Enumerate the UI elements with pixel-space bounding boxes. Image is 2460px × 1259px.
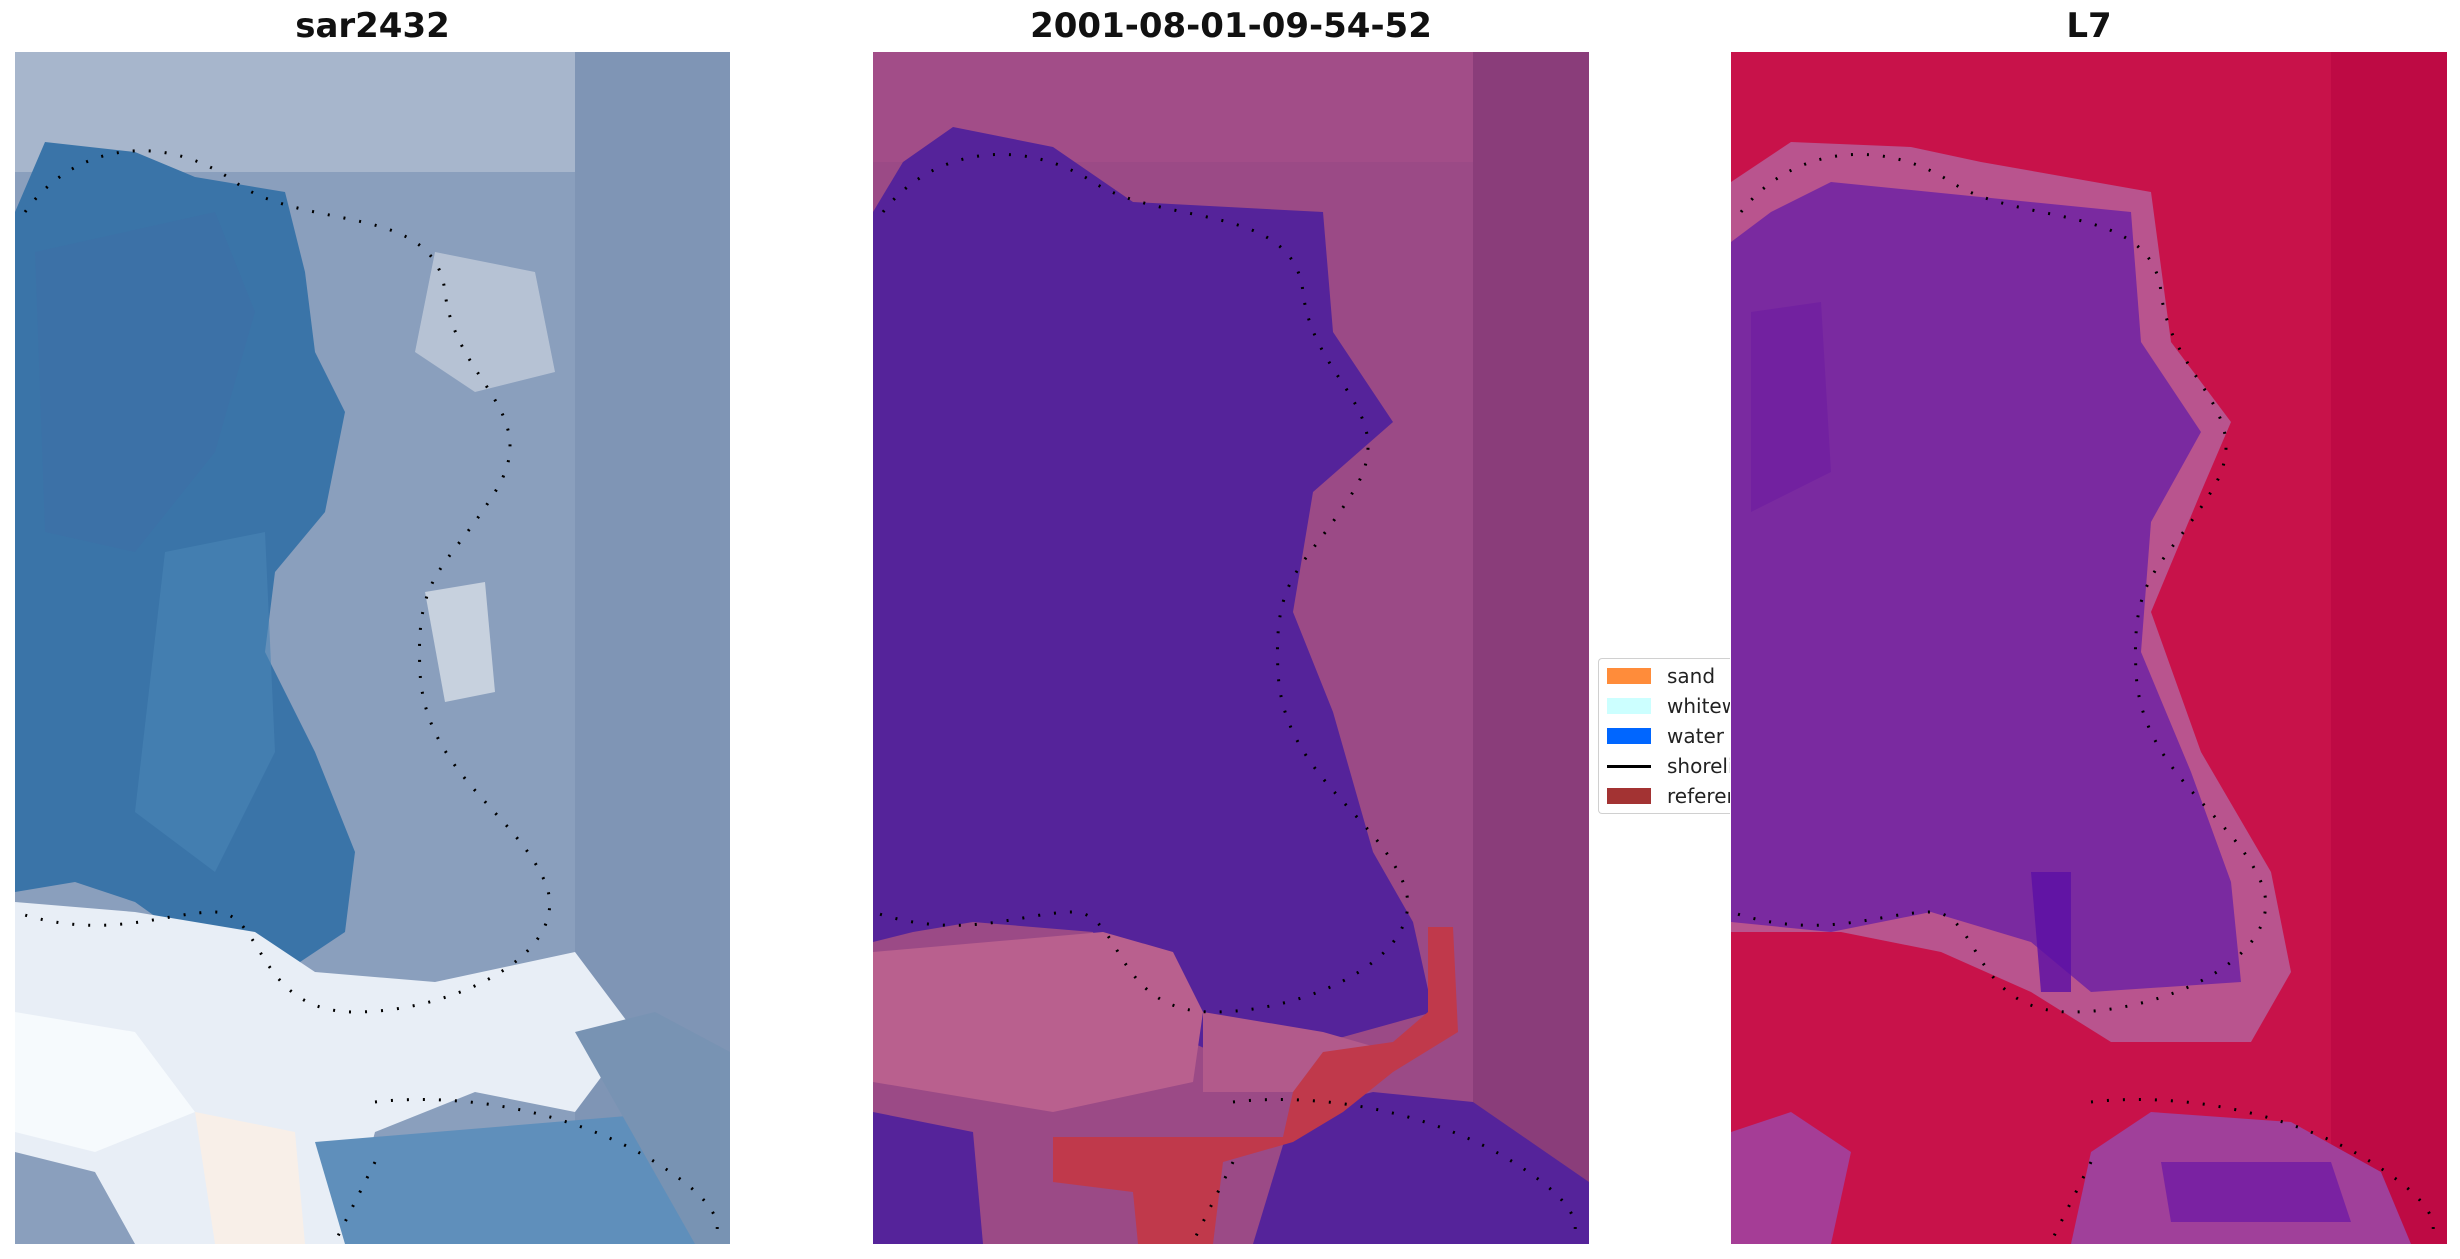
legend-item-shoreline: shoreline	[1607, 753, 1730, 779]
panel-title-rgb: sar2432	[295, 6, 450, 46]
cloud-region	[15, 902, 635, 1244]
water-class-region	[873, 127, 1433, 1052]
water-class-region-bottom	[873, 1112, 983, 1244]
sand-swatch	[1607, 668, 1651, 684]
panel-title-ndwi: L7	[2066, 6, 2112, 46]
water-index-region	[1731, 182, 2241, 992]
legend-item-reference: reference	[1607, 783, 1730, 809]
l7-index-panel	[1731, 52, 2447, 1244]
water-swatch	[1607, 728, 1651, 744]
classification-panel	[873, 52, 1589, 1244]
whitewater-swatch	[1607, 698, 1651, 714]
reference-swatch	[1607, 788, 1651, 804]
shoreline-dots	[1731, 153, 2435, 1243]
panel-title-classification: 2001-08-01-09-54-52	[1030, 6, 1432, 46]
reference-region	[1053, 927, 1458, 1244]
rgb-image-panel	[15, 52, 730, 1244]
legend-item-water: water	[1607, 723, 1724, 749]
shoreline-dots	[873, 153, 1577, 1243]
legend-item-sand: sand	[1607, 663, 1715, 689]
shoreline-line	[1607, 764, 1651, 768]
